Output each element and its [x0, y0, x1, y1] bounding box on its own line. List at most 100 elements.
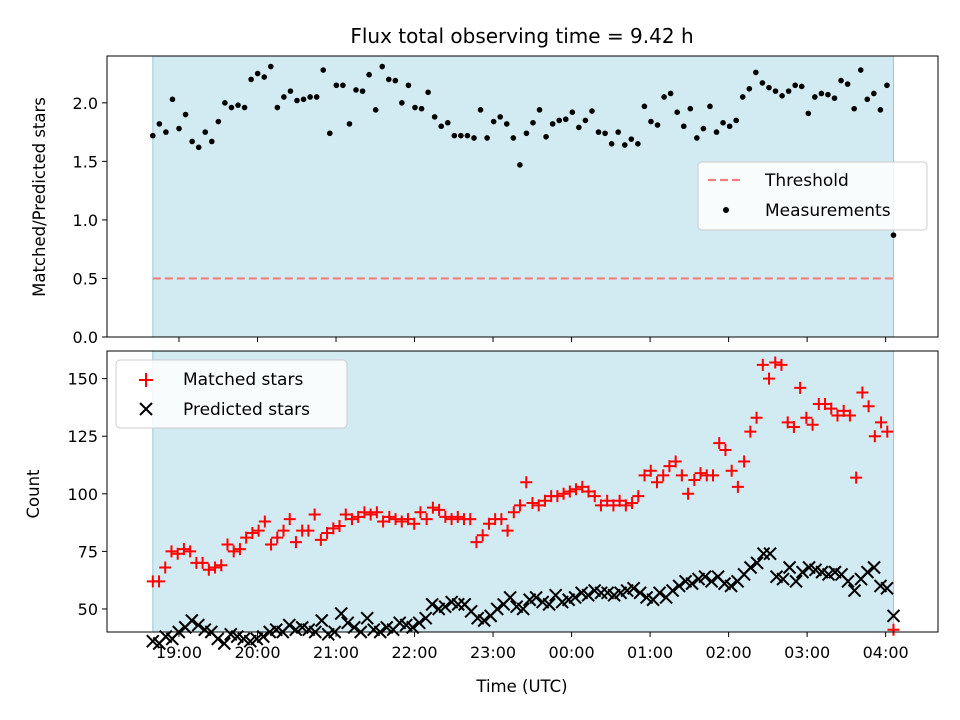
y-tick-label: 0.0 — [73, 328, 98, 347]
predicted-star-point — [704, 574, 719, 589]
matched-star-point — [669, 455, 682, 468]
measurement-point — [772, 88, 779, 94]
x-tick-label: 19:00 — [156, 643, 202, 662]
matched-star-point — [588, 490, 601, 503]
matched-star-point — [881, 425, 894, 438]
measurement-point — [418, 105, 425, 112]
measurement-point — [615, 129, 622, 135]
matched-star-point — [383, 510, 396, 523]
measurement-point — [320, 67, 327, 73]
measurement-point — [805, 110, 812, 117]
matched-star-point — [675, 469, 688, 482]
predicted-star-point — [191, 618, 205, 632]
measurement-point — [812, 94, 818, 100]
top-panel: 0.00.51.01.52.0 Matched/Predicted stars … — [30, 55, 939, 347]
matched-star-point — [327, 522, 340, 535]
matched-star-point — [184, 545, 197, 558]
x-tick-label: 04:00 — [863, 643, 909, 662]
measurement-point — [372, 107, 379, 113]
matched-star-point — [862, 400, 875, 413]
matched-star-point — [775, 358, 788, 371]
measurement-point — [543, 133, 549, 140]
measurement-point — [759, 80, 766, 86]
legend-measurements-label: Measurements — [765, 201, 891, 221]
measurement-point — [733, 117, 739, 124]
matched-star-point — [819, 397, 832, 410]
predicted-star-point — [490, 602, 504, 616]
bottom-panel: 50 75 100 125 150 19:00 20:00 21:00 22:00 23:00 0… — [24, 350, 939, 662]
measurement-point — [241, 104, 248, 111]
predicted-star-point — [451, 597, 465, 612]
matched-star-point — [395, 515, 408, 528]
measurement-point — [694, 135, 700, 141]
matched-star-point — [240, 531, 253, 544]
x-tick-label: 01:00 — [627, 643, 673, 662]
matched-star-point — [420, 513, 433, 526]
predicted-star-point — [665, 583, 680, 598]
x-axis-title: Time (UTC) — [475, 677, 567, 696]
predicted-star-point — [789, 574, 803, 589]
x-tick-label: 00:00 — [549, 643, 595, 662]
predicted-star-point — [334, 606, 348, 621]
measurement-point — [431, 114, 438, 120]
matched-star-point — [370, 506, 383, 519]
matched-star-point — [682, 487, 695, 500]
measurement-point — [661, 94, 667, 100]
predicted-star-point — [503, 590, 517, 605]
matched-star-point — [377, 515, 390, 528]
measurement-point — [838, 77, 844, 84]
top-plot-frame — [106, 55, 939, 338]
predicted-star-point — [743, 560, 758, 575]
matched-star-point — [756, 358, 769, 371]
matched-star-point — [426, 501, 439, 514]
matched-star-point — [258, 515, 271, 528]
matched-star-point — [196, 556, 209, 569]
predicted-star-point — [782, 560, 797, 575]
measurement-point — [163, 129, 169, 135]
measurement-point — [857, 67, 864, 73]
matched-star-point — [314, 533, 327, 546]
measurement-point — [739, 94, 746, 100]
x-tick-label: 03:00 — [784, 643, 830, 662]
measurement-point — [340, 82, 346, 89]
matched-star-point — [644, 464, 657, 477]
measurement-point — [458, 132, 464, 139]
matched-star-point — [538, 494, 551, 507]
measurement-point — [235, 102, 241, 108]
predicted-star-point — [405, 620, 420, 635]
measurement-point — [726, 123, 733, 130]
predicted-star-point — [568, 590, 582, 605]
x-tick-label: 22:00 — [391, 643, 437, 662]
matched-star-point — [470, 536, 483, 549]
measurement-point — [464, 132, 471, 139]
matched-star-point — [532, 499, 545, 512]
measurement-point — [471, 135, 477, 141]
measurement-point — [779, 93, 785, 99]
measurement-point — [510, 135, 517, 141]
measurement-point — [451, 132, 458, 139]
matched-star-point — [451, 510, 464, 523]
matched-star-point — [725, 464, 738, 477]
predicted-star-point — [542, 597, 556, 612]
measurement-point — [687, 105, 694, 112]
matched-star-point — [868, 430, 881, 443]
matched-star-point — [352, 510, 365, 523]
measurement-point — [385, 76, 392, 83]
measurement-point — [333, 82, 340, 89]
measurement-point — [313, 94, 320, 100]
measurement-point — [399, 100, 405, 106]
matched-star-point — [563, 485, 576, 498]
measurement-point — [707, 103, 713, 110]
matched-star-point — [495, 513, 508, 526]
matched-star-point — [215, 559, 228, 572]
y-tick-label: 2.0 — [73, 94, 98, 113]
measurement-point — [412, 104, 418, 111]
measurement-point — [176, 125, 182, 132]
matched-star-point — [501, 524, 514, 537]
measurement-point — [300, 96, 307, 103]
matched-star-point — [688, 473, 701, 486]
measurement-point — [392, 77, 399, 84]
measurement-point — [438, 123, 445, 130]
legend-predicted-label: Predicted stars — [183, 400, 310, 420]
matched-star-point — [165, 545, 178, 558]
